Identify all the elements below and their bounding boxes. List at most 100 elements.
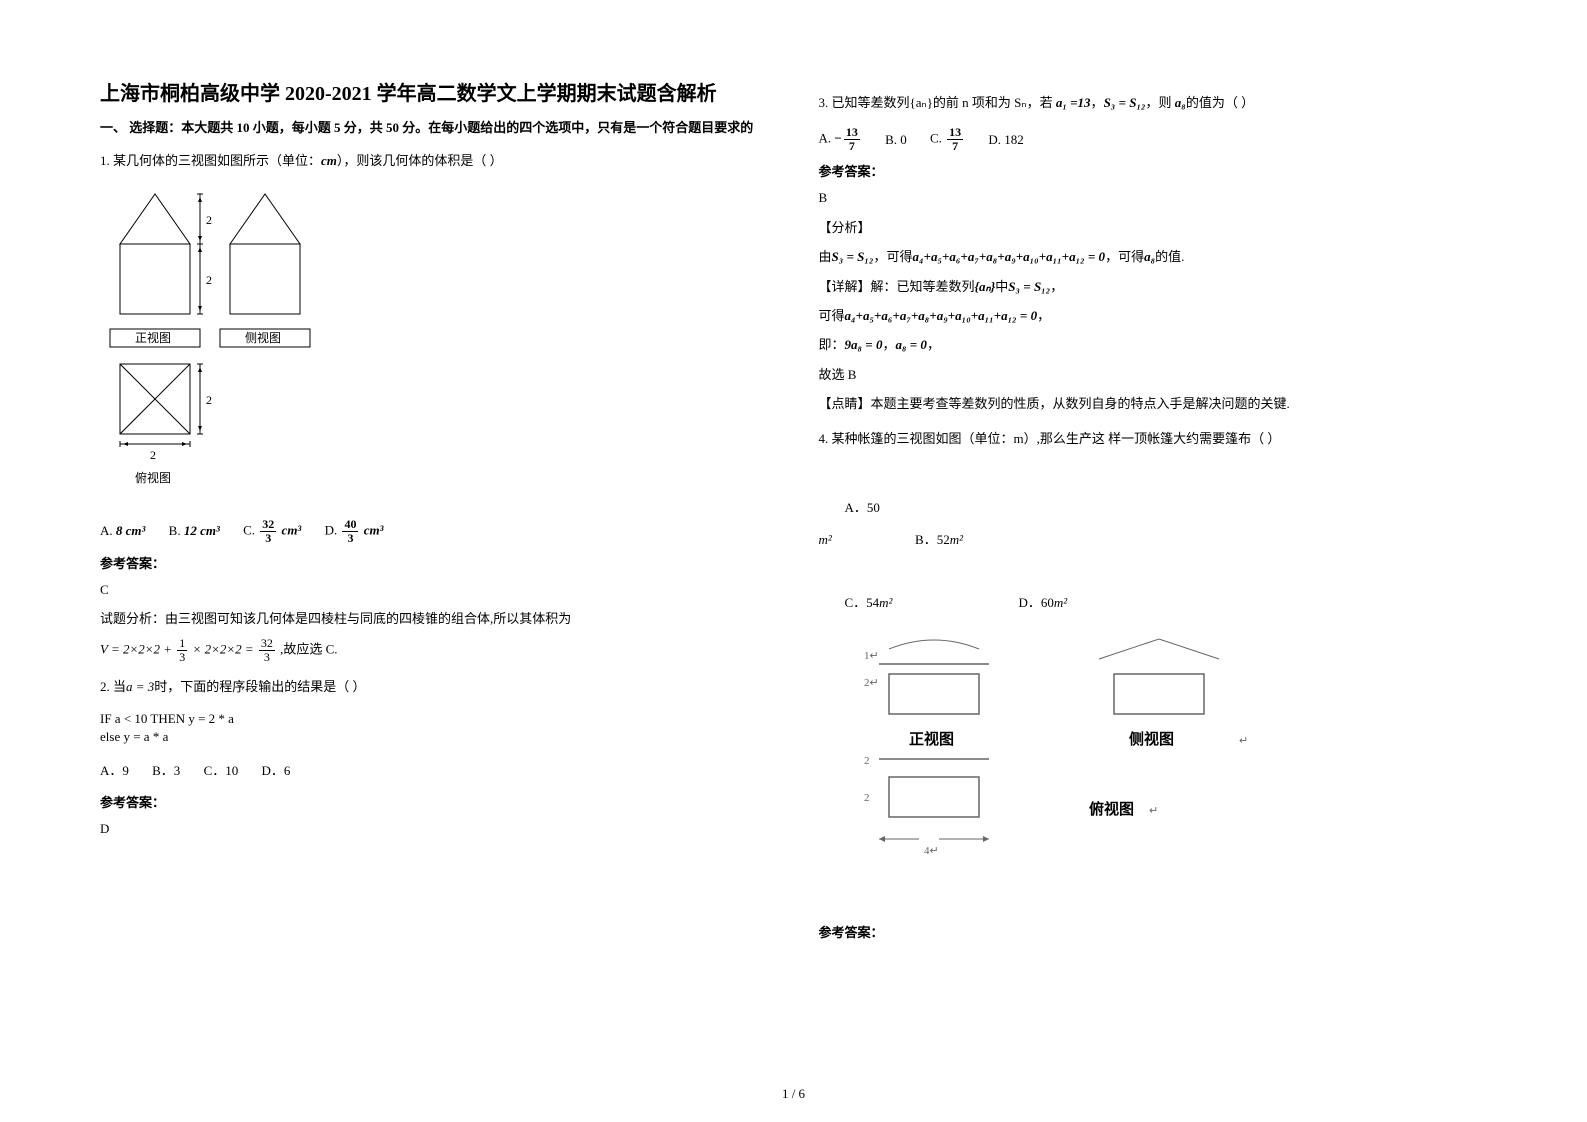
q3-optA-num: 13 — [844, 126, 860, 140]
q3-dl1-suf: ， — [1050, 279, 1063, 294]
q3-al1-end: ，可得 — [1105, 249, 1144, 264]
q3-al1-f1: S₃ = S₁₂ — [832, 249, 874, 264]
q3-optC-den: 7 — [950, 140, 960, 153]
right-column: 3. 已知等差数列{aₙ}的前 n 项和为 Sₙ，若 a₁ =13，S₃ = S… — [819, 80, 1488, 941]
q3-dl3-pre: 即： — [819, 337, 845, 352]
q3-conclusion: 故选 B — [819, 363, 1488, 386]
left-column: 上海市桐柏高级中学 2020-2021 学年高二数学文上学期期末试题含解析 一、… — [100, 80, 769, 941]
q3-detail-line2: 可得a₄+a₅+a₆+a₇+a₈+a₉+a₁₀+a₁₁+a₁₂ = 0， — [819, 304, 1488, 327]
svg-text:2: 2 — [150, 448, 156, 462]
q2-text-suffix: 时，下面的程序段输出的结果是（ ） — [154, 679, 365, 694]
q3-dl1-pre: 解：已知等差数列 — [871, 279, 975, 294]
q3-dl3-suf: ， — [927, 337, 940, 352]
q2-code-line1: IF a < 10 THEN y = 2 * a — [100, 710, 769, 728]
q3-optA-label: A. — [819, 131, 832, 146]
q1-optB-label: B. — [169, 523, 181, 538]
q1-options: A. 8 cm³ B. 12 cm³ C. 323 cm³ D. 403 cm³ — [100, 518, 769, 545]
q1-three-view-diagram: 2 2 正视图 侧视图 — [100, 184, 769, 508]
q2-optA: A．9 — [100, 758, 129, 784]
q1-front-label: 正视图 — [135, 330, 171, 345]
q3-dl1-mid: 中 — [995, 279, 1008, 294]
q3-text-suffix: 的值为（ ） — [1186, 95, 1254, 110]
q2-optC: C．10 — [204, 758, 239, 784]
q4-optCD-col: C．54m² — [819, 587, 979, 620]
q4-optB-unit: m² — [950, 532, 963, 547]
q3-sep2: ，则 — [1146, 95, 1175, 110]
q1-analysis: 试题分析：由三视图可知该几何体是四棱柱与同底的四棱锥的组合体,所以其体积为 — [100, 607, 769, 630]
svg-text:4↵: 4↵ — [924, 845, 939, 857]
q2-code-line2: else y = a * a — [100, 728, 769, 746]
q3-al1-f2: a₄+a₅+a₆+a₇+a₈+a₉+a₁₀+a₁₁+a₁₂ = 0 — [913, 249, 1106, 264]
svg-text:2: 2 — [206, 213, 212, 227]
q4-front-label: 正视图 — [909, 730, 954, 748]
q1-top-label: 俯视图 — [135, 470, 171, 485]
q3-dl3-sep: ， — [882, 337, 895, 352]
q1-conclusion: ,故应选 C. — [277, 641, 338, 656]
q3-dl2-eq: a₄+a₅+a₆+a₇+a₈+a₉+a₁₀+a₁₁+a₁₂ = 0 — [845, 308, 1038, 323]
q4-ref-label: 参考答案： — [819, 922, 1488, 941]
q4-three-view-diagram: 1↵ 2↵ 正视图 侧视图 ↵ 2 — [819, 629, 1488, 902]
q1-optD-label: D. — [325, 522, 338, 537]
q3-analysis-line1: 由S₃ = S₁₂，可得a₄+a₅+a₆+a₇+a₈+a₉+a₁₀+a₁₁+a₁… — [819, 245, 1488, 268]
svg-text:↵: ↵ — [1149, 805, 1158, 817]
q3-optC-label: C. — [930, 131, 942, 146]
q3-cond2: S₃ = S₁₂ — [1104, 95, 1146, 110]
q1-optC-label: C. — [243, 522, 255, 537]
svg-text:2: 2 — [206, 393, 212, 407]
q4-optD-col: D．60m² — [1019, 587, 1139, 620]
q3-cond1: a₁ =13 — [1056, 95, 1091, 110]
q3-ref-label: 参考答案： — [819, 161, 1488, 180]
question-4: 4. 某种帐篷的三视图如图（单位：m）,那么生产这 样一顶帐篷大约需要篷布（ ） — [819, 428, 1488, 450]
q1-ref-label: 参考答案： — [100, 553, 769, 572]
q1-formula: V = 2×2×2 + 13 × 2×2×2 = 323 ,故应选 C. — [100, 637, 769, 664]
q1-optC-unit: cm³ — [282, 522, 302, 537]
q2-answer: D — [100, 817, 769, 840]
question-1: 1. 某几何体的三视图如图所示（单位：cm），则该几何体的体积是（ ） — [100, 150, 769, 172]
q1-text-prefix: 1. 某几何体的三视图如图所示（单位： — [100, 153, 321, 168]
q3-dl1-set: {aₙ} — [975, 279, 996, 294]
q4-optA-row: A．50 — [819, 492, 1488, 525]
q1-f-den1: 3 — [177, 651, 187, 664]
svg-text:2↵: 2↵ — [864, 677, 879, 689]
q1-formula-prefix: V = 2×2×2 + — [100, 641, 175, 656]
q4-optA-pre: A．50 — [845, 500, 880, 515]
q4-options-and-diagram: A．50 m² B．52m² C．54m² D．60m² — [819, 492, 1488, 902]
q1-side-label: 侧视图 — [245, 330, 281, 345]
q4-optC-pre: C．54 — [845, 595, 880, 610]
q2-optB: B．3 — [152, 758, 180, 784]
q1-f-den2: 3 — [262, 651, 272, 664]
q3-target: a₈ — [1175, 95, 1186, 110]
q1-optD-den: 3 — [345, 532, 355, 545]
svg-text:2: 2 — [864, 755, 870, 767]
q1-f-num2: 32 — [259, 637, 275, 651]
section-1-header: 一、 选择题：本大题共 10 小题，每小题 5 分，共 50 分。在每小题给出的… — [100, 118, 769, 138]
q3-options: A. −137 B. 0 C. 137 D. 182 — [819, 126, 1488, 153]
q3-dl3-eq1: 9a₈ = 0 — [845, 337, 883, 352]
q1-f-num1: 1 — [177, 637, 187, 651]
q4-optA-unit: m² — [819, 532, 832, 547]
q2-options: A．9 B．3 C．10 D．6 — [100, 757, 769, 784]
q1-unit: cm — [321, 153, 337, 168]
q3-optA-den: 7 — [847, 140, 857, 153]
q3-answer: B — [819, 186, 1488, 209]
q3-optA-neg: − — [834, 131, 841, 146]
q4-side-label: 侧视图 — [1129, 730, 1174, 748]
q1-optD-num: 40 — [342, 518, 358, 532]
q3-comment-label: 【点睛】 — [819, 396, 871, 411]
q4-optD-pre: D．60 — [1019, 595, 1054, 610]
q1-optB-val: 12 cm³ — [184, 523, 220, 538]
q3-al1-mid: ，可得 — [873, 249, 912, 264]
q3-dl2-suf: ， — [1037, 308, 1050, 323]
q3-detail-line1: 【详解】解：已知等差数列{aₙ}中S₃ = S₁₂， — [819, 275, 1488, 298]
q4-optB-pre: B．52 — [915, 532, 950, 547]
q2-ref-label: 参考答案： — [100, 792, 769, 811]
page-number: 1 / 6 — [782, 1086, 805, 1102]
q3-al1-pre: 由 — [819, 249, 832, 264]
q2-text-prefix: 2. 当 — [100, 679, 126, 694]
svg-text:2: 2 — [864, 792, 870, 804]
q2-code-block: IF a < 10 THEN y = 2 * a else y = a * a — [100, 710, 769, 746]
q1-optD-unit: cm³ — [364, 522, 384, 537]
q2-optD: D．6 — [261, 758, 290, 784]
q3-comment: 【点睛】本题主要考查等差数列的性质，从数列自身的特点入手是解决问题的关键. — [819, 392, 1488, 415]
q3-dl2-pre: 可得 — [819, 308, 845, 323]
